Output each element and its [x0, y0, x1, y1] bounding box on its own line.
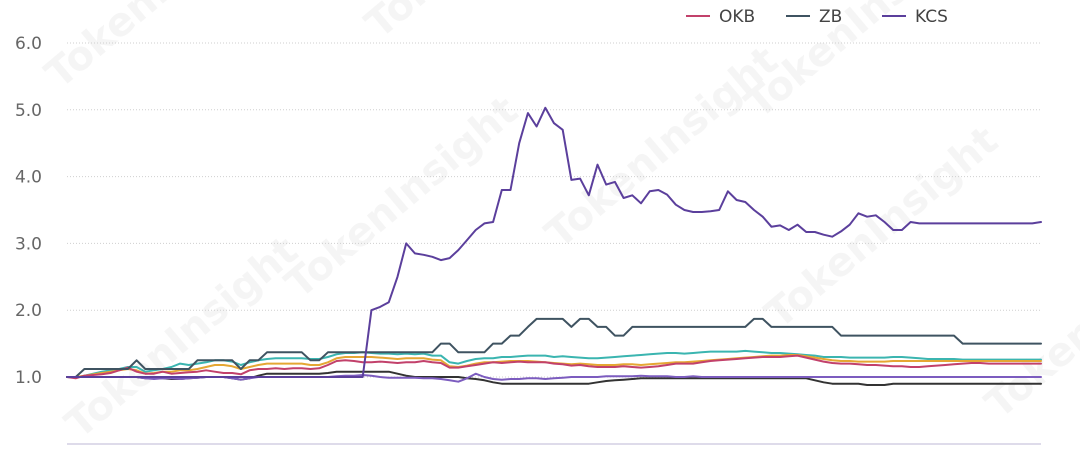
y-tick-label: 5.0: [15, 101, 42, 121]
series-line-kcs: [66, 106, 1042, 378]
legend: OKB ZB KCS: [686, 7, 948, 27]
series-line-okb: [66, 354, 1042, 380]
watermark-text: TokenInsight: [37, 0, 287, 98]
y-tick-label: 2.0: [15, 301, 42, 321]
y-tick-label: 3.0: [15, 234, 42, 254]
y-tick-label: 4.0: [15, 168, 42, 188]
watermark-text: TokenInsight: [57, 227, 307, 447]
watermark-text: TokenInsight: [357, 0, 607, 48]
y-tick-label: 1.0: [15, 368, 42, 388]
series-lines: [66, 106, 1042, 386]
legend-label-okb: OKB: [719, 7, 755, 27]
gridlines: [67, 42, 1041, 378]
legend-label-zb: ZB: [819, 7, 842, 27]
y-tick-label: 6.0: [15, 34, 42, 54]
watermark-text: TokenInsight: [977, 207, 1080, 427]
series-line-zb: [66, 317, 1042, 378]
y-axis: 1.0 2.0 3.0 4.0 5.0 6.0: [15, 34, 42, 388]
watermark-text: TokenInsight: [277, 87, 527, 307]
legend-label-kcs: KCS: [915, 7, 948, 27]
watermark-text: TokenInsight: [737, 0, 987, 128]
watermark-text: TokenInsight: [537, 37, 787, 257]
